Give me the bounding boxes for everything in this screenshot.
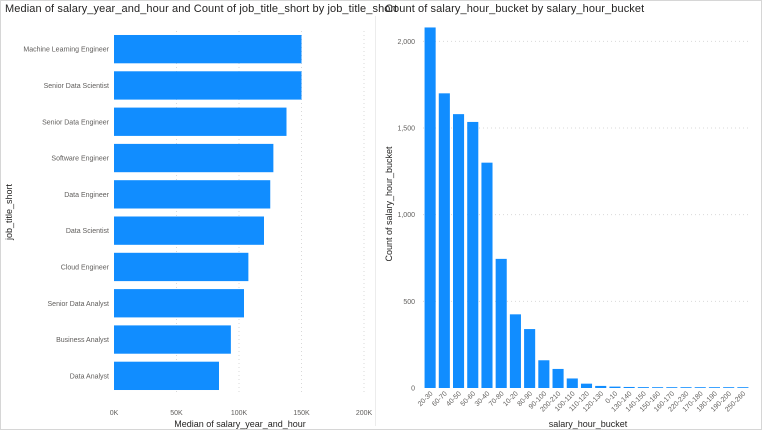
- y-tick-label: 2,000: [397, 39, 415, 46]
- y-category-label: Data Engineer: [64, 192, 109, 199]
- x-category-label: 60-70: [431, 390, 449, 408]
- median-salary-by-job-title-chart[interactable]: Median of salary_year_and_hour and Count…: [0, 0, 397, 432]
- bar-bucket-110-120[interactable]: [580, 383, 593, 388]
- column-chart-svg: 0 500 1,000 1,500 2,000 20-3060-7040-5050-603…: [384, 27, 750, 429]
- bar-bucket-40-50[interactable]: [452, 114, 465, 388]
- bar-bucket-180-190[interactable]: [708, 387, 721, 388]
- x-tick-label: 50K: [170, 410, 183, 417]
- y-category-label: Machine Learning Engineer: [23, 47, 109, 54]
- x-category-label: 10-20: [502, 390, 520, 408]
- bar-bucket-20-30[interactable]: [424, 27, 436, 388]
- y-category-label: Business Analyst: [56, 337, 109, 344]
- y-axis-title: job_title_short: [4, 183, 14, 241]
- chart-title: Median of salary_year_and_hour and Count…: [5, 3, 398, 15]
- bar-data-analyst[interactable]: [114, 361, 219, 391]
- bar-data-scientist[interactable]: [114, 216, 264, 245]
- bar-bucket-170-180[interactable]: [694, 387, 706, 388]
- bar-bucket-140-150[interactable]: [637, 387, 649, 388]
- bar-senior-data-engineer[interactable]: [114, 107, 287, 136]
- bar-bucket-120-130[interactable]: [595, 385, 607, 388]
- bar-bucket-100-110[interactable]: [566, 378, 578, 388]
- bar-bucket-160-170[interactable]: [666, 387, 678, 388]
- bar-bucket-50-60[interactable]: [467, 121, 479, 388]
- bar-bucket-30-40[interactable]: [481, 162, 493, 388]
- bar-bucket-150-160[interactable]: [652, 387, 664, 388]
- y-category-label: Cloud Engineer: [61, 264, 110, 271]
- bar-machine-learning-engineer[interactable]: [114, 34, 302, 64]
- y-category-label: Data Analyst: [70, 373, 109, 380]
- x-axis-title: salary_hour_bucket: [549, 419, 628, 429]
- bar-bucket-10-20[interactable]: [509, 314, 521, 388]
- y-tick-label: 0: [411, 386, 415, 393]
- bar-senior-data-scientist[interactable]: [114, 71, 302, 100]
- bar-bucket-0-10[interactable]: [609, 386, 621, 388]
- bar-bucket-60-70[interactable]: [438, 93, 450, 388]
- y-category-label: Software Engineer: [51, 156, 109, 163]
- x-tick-label: 200K: [356, 410, 372, 417]
- bar-bucket-200-210[interactable]: [552, 368, 564, 388]
- bar-cloud-engineer[interactable]: [114, 252, 249, 282]
- x-tick-label: 0K: [110, 410, 119, 417]
- x-category-label: 50-60: [460, 390, 478, 408]
- bar-bucket-70-80[interactable]: [495, 258, 507, 388]
- bar-bucket-250-260[interactable]: [737, 387, 749, 388]
- bar-software-engineer[interactable]: [114, 143, 274, 173]
- y-category-label: Senior Data Scientist: [44, 83, 109, 90]
- panel-divider: [375, 16, 376, 426]
- bar-data-engineer[interactable]: [114, 180, 271, 209]
- bar-business-analyst[interactable]: [114, 325, 231, 354]
- bar-bucket-130-140[interactable]: [623, 386, 635, 388]
- x-category-label: 70-80: [488, 390, 506, 408]
- bar-chart-svg: 0K 50K 100K 150K 200K Machine Learning Engine…: [4, 31, 372, 429]
- y-category-label: Data Scientist: [66, 228, 109, 235]
- y-tick-label: 1,000: [397, 212, 415, 219]
- x-tick-label: 150K: [293, 410, 310, 417]
- y-axis-title: Count of salary_hour_bucket: [384, 146, 394, 262]
- y-tick-label: 1,500: [397, 126, 415, 133]
- x-category-label: 40-50: [445, 390, 463, 408]
- x-category-label: 20-30: [417, 390, 435, 408]
- x-axis-title: Median of salary_year_and_hour: [174, 419, 306, 429]
- chart-title: Count of salary_hour_bucket by salary_ho…: [385, 3, 645, 15]
- bar-senior-data-analyst[interactable]: [114, 289, 244, 318]
- x-tick-label: 100K: [231, 410, 248, 417]
- x-category-label: 30-40: [474, 390, 492, 408]
- salary-hour-bucket-count-chart[interactable]: Count of salary_hour_bucket by salary_ho…: [380, 0, 764, 432]
- bar-bucket-190-200[interactable]: [723, 387, 735, 388]
- bar-bucket-90-100[interactable]: [538, 360, 550, 388]
- bar-bucket-220-230[interactable]: [680, 387, 692, 388]
- y-tick-label: 500: [403, 299, 415, 306]
- y-category-label: Senior Data Analyst: [48, 301, 110, 308]
- y-category-label: Senior Data Engineer: [42, 119, 110, 126]
- bar-bucket-80-90[interactable]: [524, 329, 536, 388]
